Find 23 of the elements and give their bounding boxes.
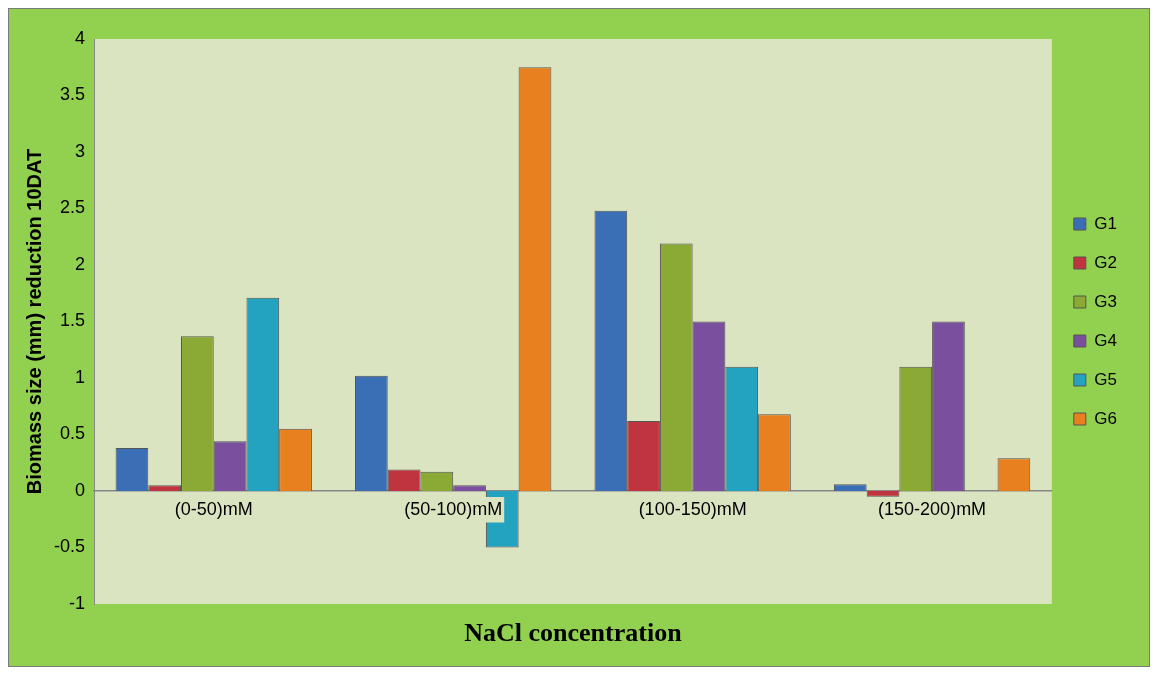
legend-label: G1 <box>1094 213 1118 233</box>
y-tick-label: 1 <box>75 366 86 387</box>
x-tick-label: (0-50)mM <box>174 498 253 519</box>
x-tick-label: (50-100)mM <box>404 498 503 519</box>
x-axis-title: NaCl concentration <box>464 617 683 647</box>
y-tick-label: 4 <box>75 27 86 48</box>
x-tick-label: (100-150)mM <box>638 498 747 519</box>
y-tick-label: 0.5 <box>59 423 86 444</box>
y-tick-label: 2.5 <box>59 197 86 218</box>
x-tick-label: (150-200)mM <box>878 498 987 519</box>
y-tick-label: 1.5 <box>59 310 86 331</box>
y-tick-label: 3 <box>75 140 86 161</box>
legend-label: G4 <box>1094 330 1118 350</box>
y-tick-label: 2 <box>75 253 86 274</box>
y-tick-label: 0 <box>75 479 86 500</box>
y-tick-label: 3.5 <box>59 84 86 105</box>
legend-label: G2 <box>1094 252 1118 272</box>
legend-label: G5 <box>1094 369 1118 389</box>
legend-label: G3 <box>1094 291 1118 311</box>
y-tick-label: -1 <box>69 592 86 613</box>
legend-label: G6 <box>1094 408 1118 428</box>
y-axis-title: Biomass size (mm) reduction 10DAT <box>22 148 45 495</box>
y-tick-label: -0.5 <box>53 536 86 557</box>
